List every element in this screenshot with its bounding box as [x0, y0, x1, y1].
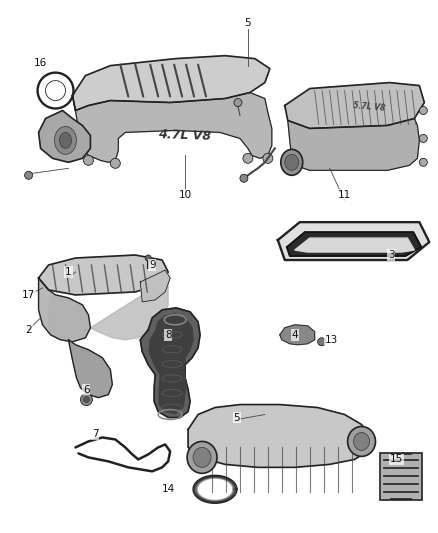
Text: 16: 16 — [34, 58, 47, 68]
Polygon shape — [72, 93, 272, 163]
Text: 6: 6 — [83, 385, 90, 394]
Text: 1: 1 — [65, 267, 72, 277]
Text: 9: 9 — [149, 260, 155, 270]
Polygon shape — [278, 222, 429, 260]
Text: 4.7L V8: 4.7L V8 — [159, 128, 212, 143]
Circle shape — [419, 107, 427, 115]
Ellipse shape — [187, 441, 217, 473]
Text: 8: 8 — [165, 330, 171, 340]
Polygon shape — [140, 270, 170, 302]
Circle shape — [81, 393, 92, 406]
Polygon shape — [287, 232, 421, 256]
Text: 5: 5 — [233, 413, 240, 423]
Polygon shape — [39, 110, 90, 163]
Ellipse shape — [54, 126, 77, 155]
Ellipse shape — [353, 432, 370, 450]
FancyBboxPatch shape — [381, 454, 422, 500]
Polygon shape — [149, 314, 193, 414]
Circle shape — [83, 155, 93, 165]
Polygon shape — [68, 340, 112, 398]
Ellipse shape — [60, 132, 71, 148]
Circle shape — [240, 174, 248, 182]
Text: 3: 3 — [388, 250, 395, 260]
Polygon shape — [295, 238, 414, 252]
Ellipse shape — [281, 149, 303, 175]
Text: 13: 13 — [325, 335, 338, 345]
Polygon shape — [188, 405, 371, 467]
Circle shape — [243, 154, 253, 163]
Polygon shape — [39, 278, 90, 342]
Text: 17: 17 — [22, 290, 35, 300]
Text: 11: 11 — [338, 190, 351, 200]
Text: 2: 2 — [25, 325, 32, 335]
Polygon shape — [39, 255, 168, 295]
Ellipse shape — [193, 447, 211, 467]
Circle shape — [234, 99, 242, 107]
Circle shape — [83, 397, 89, 402]
Circle shape — [419, 158, 427, 166]
Text: 15: 15 — [390, 455, 403, 464]
Polygon shape — [140, 308, 200, 417]
Text: 10: 10 — [179, 190, 192, 200]
Polygon shape — [49, 272, 168, 342]
Ellipse shape — [285, 155, 299, 171]
Text: 4: 4 — [291, 330, 298, 340]
Circle shape — [25, 171, 32, 179]
Text: 5.7L V8: 5.7L V8 — [353, 101, 386, 112]
Text: 14: 14 — [162, 484, 175, 494]
Polygon shape — [288, 118, 419, 171]
Polygon shape — [72, 55, 270, 110]
Circle shape — [419, 134, 427, 142]
Text: 5: 5 — [244, 18, 251, 28]
Circle shape — [145, 255, 151, 261]
Text: 7: 7 — [92, 430, 99, 440]
Polygon shape — [285, 83, 424, 128]
Circle shape — [263, 154, 273, 163]
Circle shape — [110, 158, 120, 168]
Circle shape — [318, 338, 326, 346]
Polygon shape — [280, 325, 314, 345]
Ellipse shape — [348, 426, 375, 456]
